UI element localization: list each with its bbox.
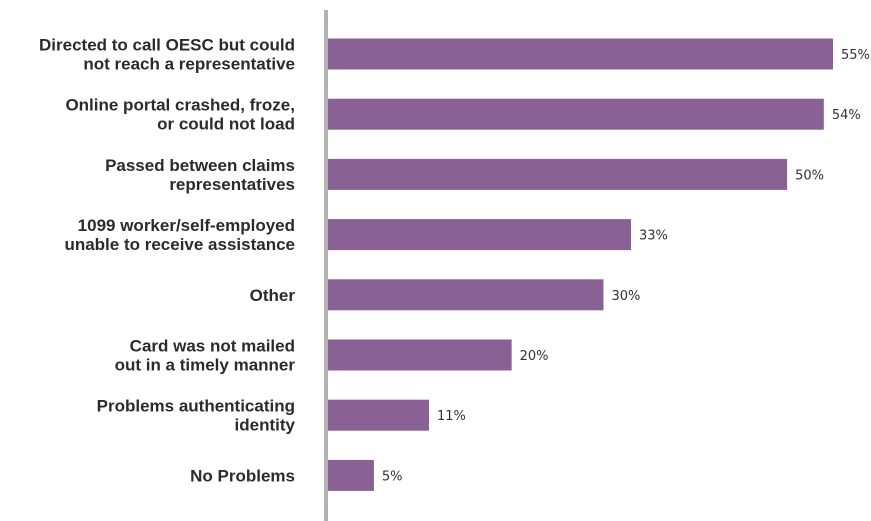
category-label-6-line-1: identity: [235, 416, 296, 435]
category-label-4-line-0: Other: [250, 286, 296, 305]
value-label-4: 30%: [611, 289, 640, 304]
category-label-1-line-1: or could not load: [157, 115, 295, 134]
category-label-3: 1099 worker/self-employed unable to recei…: [64, 216, 295, 254]
value-label-0: 55%: [841, 48, 870, 63]
value-label-6: 11%: [437, 409, 466, 424]
bar-4: [328, 279, 604, 311]
category-label-3-line-0: 1099 worker/self-employed: [78, 216, 295, 235]
category-label-4: Other: [250, 286, 296, 305]
value-label-5: 20%: [520, 349, 549, 364]
category-label-5-line-0: Card was not mailed: [130, 337, 295, 356]
category-label-1: Online portal crashed, froze, or could no…: [65, 96, 295, 134]
bar-1: [328, 98, 824, 130]
category-label-1-line-0: Online portal crashed, froze,: [65, 96, 295, 115]
category-labels-group: Directed to call OESC but could not reach…: [39, 36, 296, 486]
category-label-6-line-0: Problems authenticating: [97, 397, 295, 416]
bar-2: [328, 158, 788, 190]
bar-6: [328, 399, 429, 431]
category-label-5-line-1: out in a timely manner: [115, 356, 296, 375]
category-label-0: Directed to call OESC but could not reach…: [39, 36, 295, 74]
bar-5: [328, 339, 512, 371]
value-label-1: 54%: [832, 108, 861, 123]
bar-7: [328, 459, 374, 491]
category-label-3-line-1: unable to receive assistance: [64, 235, 295, 254]
category-label-0-line-1: not reach a representative: [83, 55, 295, 74]
category-label-7: No Problems: [190, 466, 295, 485]
bar-3: [328, 219, 631, 251]
value-labels-group: 55% 54% 50% 33% 30% 20% 11% 5%: [382, 48, 870, 484]
category-label-6: Problems authenticating identity: [97, 397, 296, 435]
value-label-7: 5%: [382, 469, 403, 484]
category-label-2: Passed between claims representatives: [105, 156, 295, 194]
category-label-0-line-0: Directed to call OESC but could: [39, 36, 295, 55]
bar-0: [328, 38, 833, 70]
category-label-2-line-1: representatives: [169, 175, 295, 194]
value-label-3: 33%: [639, 229, 668, 244]
category-label-7-line-0: No Problems: [190, 466, 295, 485]
value-label-2: 50%: [795, 168, 824, 183]
category-label-2-line-0: Passed between claims: [105, 156, 295, 175]
category-label-5: Card was not mailed out in a timely manne…: [115, 337, 296, 375]
bars-group: [328, 38, 833, 491]
